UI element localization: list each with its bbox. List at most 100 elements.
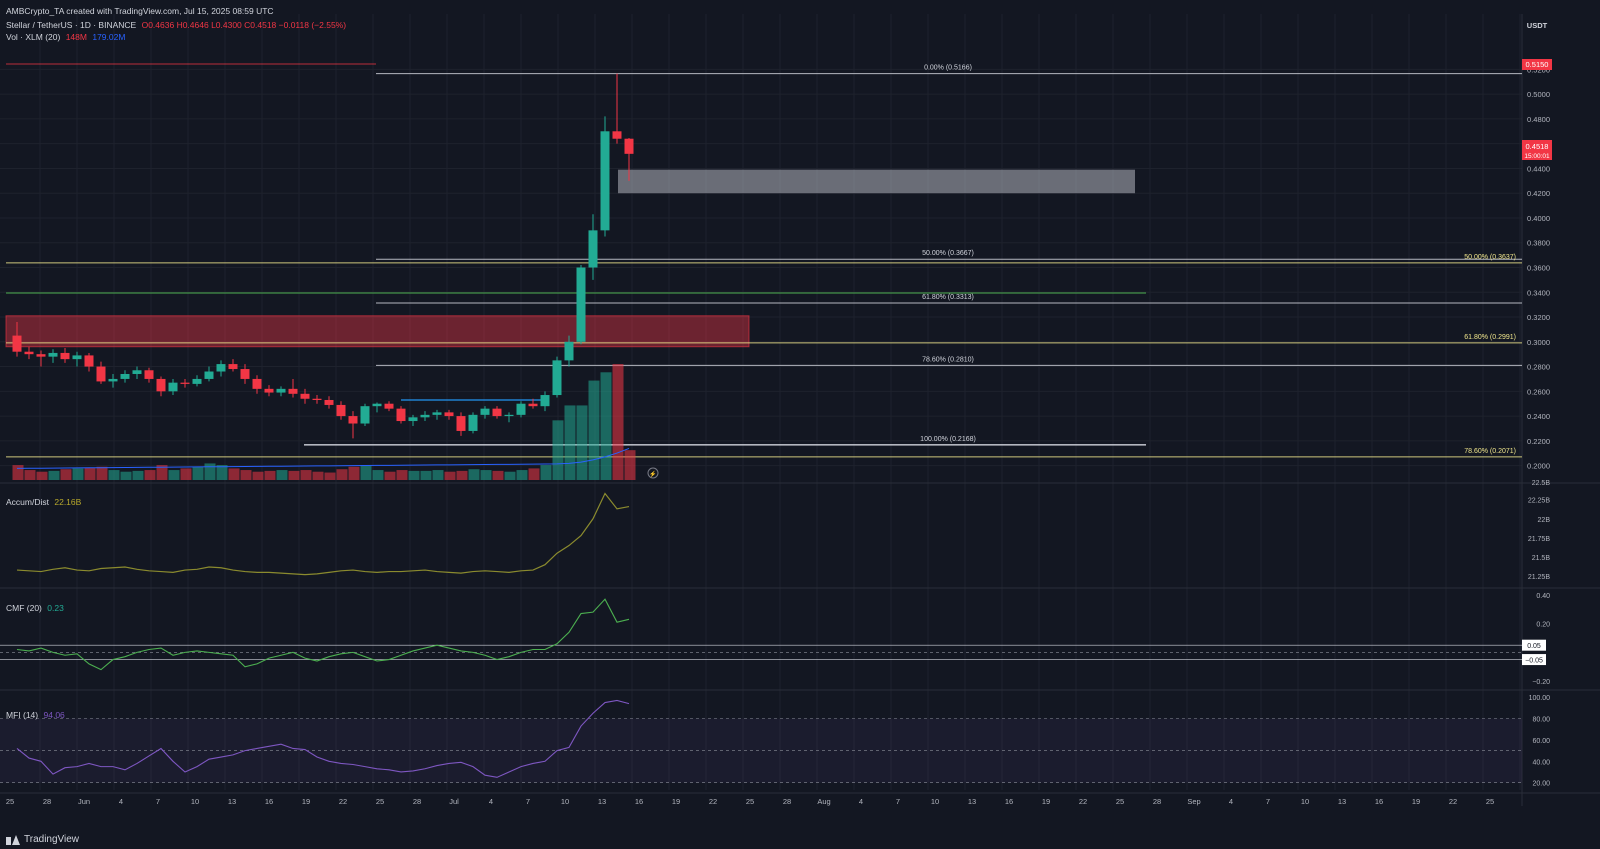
- volume-bar: [36, 471, 48, 480]
- time-tick: 4: [489, 797, 493, 806]
- time-tick: 22: [339, 797, 347, 806]
- time-tick: 16: [1375, 797, 1383, 806]
- cmf-band-badge: [1522, 639, 1546, 651]
- volume-bar: [528, 468, 540, 480]
- volume-bar: [240, 470, 252, 480]
- time-tick: 22: [709, 797, 717, 806]
- time-tick: 22: [1449, 797, 1457, 806]
- time-tick: 19: [672, 797, 680, 806]
- candle-body: [48, 352, 58, 357]
- time-tick: 25: [1486, 797, 1494, 806]
- cmf-label[interactable]: CMF (20): [6, 603, 42, 613]
- price-tick: 0.4000: [1527, 214, 1550, 223]
- volume-value-1: 148M: [65, 32, 87, 42]
- cmf-band-text: −0.05: [1525, 658, 1543, 665]
- candle-body: [408, 417, 418, 422]
- price-tick: 0.4200: [1527, 189, 1550, 198]
- cmf-tick: 0.40: [1536, 593, 1550, 600]
- volume-bar: [180, 468, 192, 480]
- time-tick: 7: [156, 797, 160, 806]
- volume-bar: [252, 471, 264, 480]
- candle-body: [228, 364, 238, 370]
- fib-label: 61.80% (0.3313): [922, 294, 974, 301]
- candle-body: [72, 355, 82, 360]
- time-tick: 19: [1042, 797, 1050, 806]
- candle-body: [540, 395, 550, 407]
- symbol-line: Stellar / TetherUS · 1D · BINANCE O0.463…: [6, 20, 349, 30]
- volume-value-2: 179.02M: [92, 32, 126, 42]
- last-price-badge: [1522, 140, 1552, 160]
- candle-body: [324, 399, 334, 405]
- last-price-text: 0.4518: [1526, 142, 1549, 151]
- candle-body: [60, 352, 70, 360]
- candle-body: [168, 382, 178, 392]
- accum-label[interactable]: Accum/Dist: [6, 497, 49, 507]
- time-tick: 7: [1266, 797, 1270, 806]
- candle-body: [336, 404, 346, 417]
- volume-bar: [360, 465, 372, 480]
- volume-bar: [564, 405, 576, 480]
- time-tick: 13: [598, 797, 606, 806]
- candle-body: [552, 360, 562, 396]
- price-tick: 0.3000: [1527, 338, 1550, 347]
- accum-value: 22.16B: [54, 497, 82, 507]
- countdown-text: 15:00:01: [1524, 153, 1550, 160]
- currency-label: USDT: [1527, 21, 1548, 30]
- volume-bar: [84, 467, 96, 480]
- volume-bar: [312, 471, 324, 480]
- mfi-label-line: MFI (14) 94.06: [6, 710, 68, 720]
- time-tick: 10: [1301, 797, 1309, 806]
- price-tick: 0.2000: [1527, 462, 1550, 471]
- volume-bar: [216, 465, 228, 480]
- candle-body: [132, 370, 142, 374]
- candle-body: [456, 416, 466, 431]
- time-tick: 16: [265, 797, 273, 806]
- candle-body: [420, 414, 430, 418]
- candle-body: [312, 398, 322, 400]
- time-tick: 10: [561, 797, 569, 806]
- accum-tick: 21.75B: [1528, 536, 1551, 543]
- volume-bar: [96, 466, 108, 480]
- candle-body: [96, 366, 106, 382]
- candle-body: [444, 412, 454, 417]
- mfi-value: 94.06: [43, 710, 65, 720]
- tradingview-brand[interactable]: TradingView: [6, 834, 79, 845]
- time-tick: 28: [783, 797, 791, 806]
- volume-label[interactable]: Vol · XLM (20): [6, 32, 61, 42]
- candle-body: [12, 335, 22, 352]
- volume-bar: [372, 470, 384, 480]
- mfi-tick: 80.00: [1532, 717, 1550, 724]
- symbol-name[interactable]: Stellar / TetherUS · 1D · BINANCE: [6, 20, 137, 30]
- credit-text: AMBCrypto_TA created with TradingView.co…: [6, 6, 274, 16]
- volume-bar: [612, 364, 624, 480]
- volume-bar: [456, 470, 468, 480]
- time-tick: 28: [1153, 797, 1161, 806]
- price-tick: 0.3800: [1527, 239, 1550, 248]
- candle-body: [600, 131, 610, 231]
- volume-bar: [24, 470, 36, 480]
- volume-bar: [480, 470, 492, 480]
- mfi-label[interactable]: MFI (14): [6, 710, 39, 720]
- volume-bar: [588, 380, 600, 480]
- candle-body: [216, 364, 226, 372]
- price-tick: 0.3200: [1527, 313, 1550, 322]
- volume-bar: [432, 470, 444, 480]
- candle-body: [528, 403, 538, 407]
- volume-ma-line: [16, 447, 630, 469]
- fib-label: 100.00% (0.2168): [920, 436, 976, 443]
- candle-body: [516, 403, 526, 415]
- price-tick: 0.3600: [1527, 264, 1550, 273]
- candle-body: [612, 131, 622, 139]
- cmf-band-badge: [1522, 654, 1546, 666]
- volume-bar: [384, 471, 396, 480]
- volume-bar: [324, 472, 336, 480]
- volume-bar: [600, 372, 612, 480]
- candle-body: [504, 414, 514, 417]
- candle-body: [204, 371, 214, 379]
- time-tick: 19: [1412, 797, 1420, 806]
- price-tick: 0.2400: [1527, 412, 1550, 421]
- cmf-band-text: 0.05: [1527, 643, 1541, 650]
- time-tick: 4: [859, 797, 863, 806]
- candle-body: [108, 378, 118, 382]
- accum-tick: 21.25B: [1528, 574, 1551, 581]
